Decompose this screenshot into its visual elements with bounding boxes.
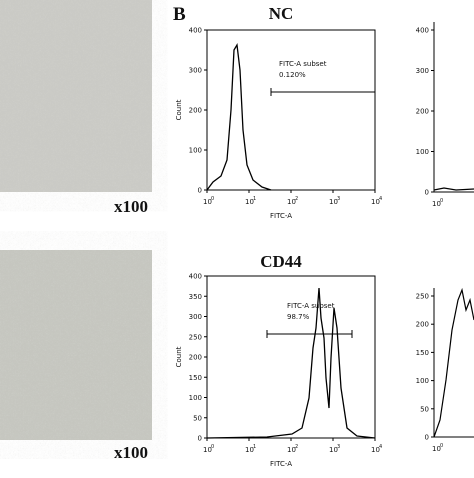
x-tick-exponent: 1 xyxy=(253,196,256,202)
x-tick-label: 10 xyxy=(371,446,380,454)
x-tick-label: 10 xyxy=(245,446,254,454)
y-tick-label: 200 xyxy=(416,321,429,329)
y-tick-label: 0 xyxy=(425,189,429,197)
y-tick-label: 50 xyxy=(193,414,202,422)
y-tick-label: 200 xyxy=(189,107,202,115)
y-tick-label: 350 xyxy=(189,293,202,301)
y-tick-label: 100 xyxy=(189,147,202,155)
x-tick-exponent: 4 xyxy=(379,196,382,202)
gate-value: 98.7% xyxy=(287,313,310,321)
x-tick-label: 10 xyxy=(432,200,441,208)
x-tick-label: 10 xyxy=(245,198,254,206)
plot-frame xyxy=(206,29,376,191)
x-tick-label: 10 xyxy=(203,198,212,206)
y-tick-label: 250 xyxy=(416,293,429,301)
magnification: x100 xyxy=(114,443,148,462)
micrograph-texture xyxy=(0,0,152,192)
x-tick-exponent: 1 xyxy=(253,444,256,450)
y-tick-label: 150 xyxy=(416,349,429,357)
axis-label: Count xyxy=(175,99,183,120)
y-tick-label: 200 xyxy=(189,354,202,362)
magnification: x100 xyxy=(114,197,148,216)
axis-label: Count xyxy=(175,346,183,367)
x-tick-exponent: 0 xyxy=(211,196,214,202)
plot-title: NC xyxy=(269,4,294,23)
y-tick-label: 100 xyxy=(416,148,429,156)
x-tick-exponent: 0 xyxy=(440,443,443,449)
x-tick-label: 10 xyxy=(287,198,296,206)
y-tick-label: 150 xyxy=(189,374,202,382)
plot-frame xyxy=(206,275,376,439)
y-tick-label: 0 xyxy=(198,187,202,195)
x-tick-exponent: 3 xyxy=(337,444,340,450)
y-tick-label: 0 xyxy=(198,435,202,443)
x-tick-exponent: 2 xyxy=(295,196,298,202)
gate-value: 0.120% xyxy=(279,71,306,79)
y-tick-label: 400 xyxy=(189,273,202,281)
x-tick-exponent: 2 xyxy=(295,444,298,450)
x-tick-label: 10 xyxy=(287,446,296,454)
histogram xyxy=(206,287,376,439)
y-tick-label: 0 xyxy=(425,434,429,442)
micrograph-texture xyxy=(0,250,152,440)
x-tick-label: 10 xyxy=(371,198,380,206)
x-tick-exponent: 0 xyxy=(211,444,214,450)
x-tick-label: 10 xyxy=(203,446,212,454)
x-tick-label: 10 xyxy=(432,445,441,453)
gate-label: FITC-A subset xyxy=(279,60,327,68)
y-tick-label: 200 xyxy=(416,108,429,116)
axis-label: FITC-A xyxy=(270,460,292,468)
x-tick-label: 10 xyxy=(329,198,338,206)
panel-label: B xyxy=(173,4,186,25)
x-tick-exponent: 3 xyxy=(337,196,340,202)
x-tick-exponent: 4 xyxy=(379,444,382,450)
y-tick-label: 400 xyxy=(416,27,429,35)
histogram xyxy=(206,43,272,191)
y-tick-label: 300 xyxy=(416,67,429,75)
y-tick-label: 400 xyxy=(189,27,202,35)
histogram xyxy=(433,187,474,191)
y-tick-label: 100 xyxy=(416,377,429,385)
y-tick-label: 300 xyxy=(189,313,202,321)
plot-title: CD44 xyxy=(260,252,302,271)
y-tick-label: 100 xyxy=(189,394,202,402)
y-tick-label: 50 xyxy=(420,405,429,413)
gate-label: FITC-A subset xyxy=(287,302,335,310)
axis-label: FITC-A xyxy=(270,212,292,220)
y-tick-label: 250 xyxy=(189,333,202,341)
y-tick-label: 300 xyxy=(189,67,202,75)
x-tick-exponent: 0 xyxy=(440,198,443,204)
x-tick-label: 10 xyxy=(329,446,338,454)
histogram xyxy=(433,287,474,438)
